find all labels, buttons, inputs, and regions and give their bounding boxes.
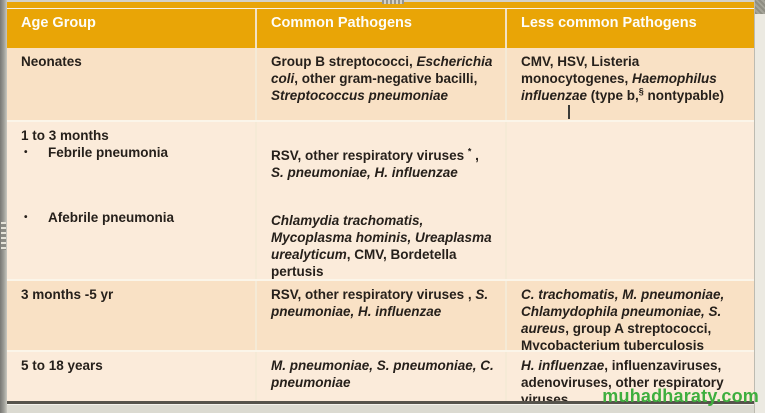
text-segment: Escherichia coli [271,54,493,86]
table-row: 3 months -5 yr RSV, other respiratory vir… [7,281,755,352]
text-segment: Group B streptococci, [271,54,417,69]
text-segment: RSV, other respiratory viruses [271,148,468,163]
text-segment: , CMV, Bordetella pertusis [271,247,457,279]
cell-less-common-pathogens [505,122,755,279]
text-segment: 3 months -5 yr [21,287,114,302]
text-segment: Neonates [21,54,82,69]
text-segment: M. pneumoniae, S. pneumoniae, C. pneumon… [271,358,494,390]
cell-common-pathogens: RSV, other respiratory viruses , S. pneu… [255,281,505,350]
text-segment: H. influenzae [521,358,605,373]
text-segment: Chlamydia trachomatis, Mycoplasma homini… [271,213,492,262]
text-segment: RSV, other respiratory viruses , [271,287,476,302]
text-segment: , influenzaviruses, adenoviruses, other … [521,358,724,401]
text-segment: § [638,86,644,97]
table-row: Neonates Group B streptococci, Escherichi… [7,48,755,122]
cell-common-pathogens: M. pneumoniae, S. pneumoniae, C. pneumon… [255,352,505,401]
cell-less-common-pathogens: CMV, HSV, Listeria monocytogenes, Haemop… [505,48,755,120]
watermark-text: muhadharaty.com [602,386,759,406]
horizontal-scrollbar[interactable] [0,404,765,413]
table-row: 1 to 3 months • Febrile pneumonia • Afebrile… [7,122,755,281]
text-segment: S. pneumoniae, H. influenzae [271,287,489,319]
text-segment: , group A streptococci, Mycobacterium tu… [521,321,712,350]
text-segment: * [467,146,472,157]
table-header-row: Age Group Common Pathogens Less common Pat… [7,9,755,48]
cell-less-common-pathogens: H. influenzae, influenzaviruses, adenovi… [505,352,755,401]
cell-common-pathogens: Group B streptococci, Escherichia coli, … [255,48,505,120]
text-segment: CMV, HSV, Listeria monocytogenes, [521,54,640,86]
text-segment: , other gram-negative bacilli, [294,71,478,86]
table-bottom-border [7,401,765,404]
cell-less-common-pathogens: C. trachomatis, M. pneumoniae, Chlamydop… [505,281,755,350]
bullet-icon: • [24,147,28,158]
table-row: 5 to 18 years M. pneumoniae, S. pneumonia… [7,352,755,403]
text-segment: nontypable) [643,88,725,103]
text-segment: (type b, [587,88,639,103]
text-segment: S. pneumoniae, H. influenzae [271,165,458,180]
header-cell-0: Age Group [21,15,96,31]
header-cell-2: Less common Pathogens [505,9,755,48]
text-segment: Streptococcus pneumoniae [271,88,449,103]
text-segment: , [471,148,479,163]
header-cell-1: Common Pathogens [255,9,505,48]
vertical-scrollbar[interactable] [754,0,765,413]
text-segment: Afebrile pneumonia [48,210,175,225]
text-segment: 1 to 3 months [21,128,109,143]
text-segment: C. trachomatis, M. pneumoniae, Chlamydop… [521,287,725,336]
top-resize-handle-icon[interactable] [382,0,404,4]
cell-age-group: 3 months -5 yr [7,281,255,350]
cell-age-group: Neonates [7,48,255,120]
bullet-icon: • [24,212,28,223]
text-segment: Febrile pneumonia [48,145,169,160]
text-segment: Haemophilus influenzae [521,71,717,103]
cell-age-group: 5 to 18 years [7,352,255,401]
table-top-accent-bar [7,2,755,9]
table-body: Neonates Group B streptococci, Escherichi… [7,48,755,403]
text-cursor [568,105,570,119]
cell-age-group: 1 to 3 months • Febrile pneumonia • Afebrile… [7,122,255,279]
text-segment: 5 to 18 years [21,358,103,373]
left-edge-rail [0,0,7,413]
left-resize-handle-icon[interactable] [1,222,6,250]
cell-common-pathogens: RSV, other respiratory viruses * , S. pn… [255,122,505,279]
scrollbar-corner-handle-icon[interactable] [755,0,765,14]
